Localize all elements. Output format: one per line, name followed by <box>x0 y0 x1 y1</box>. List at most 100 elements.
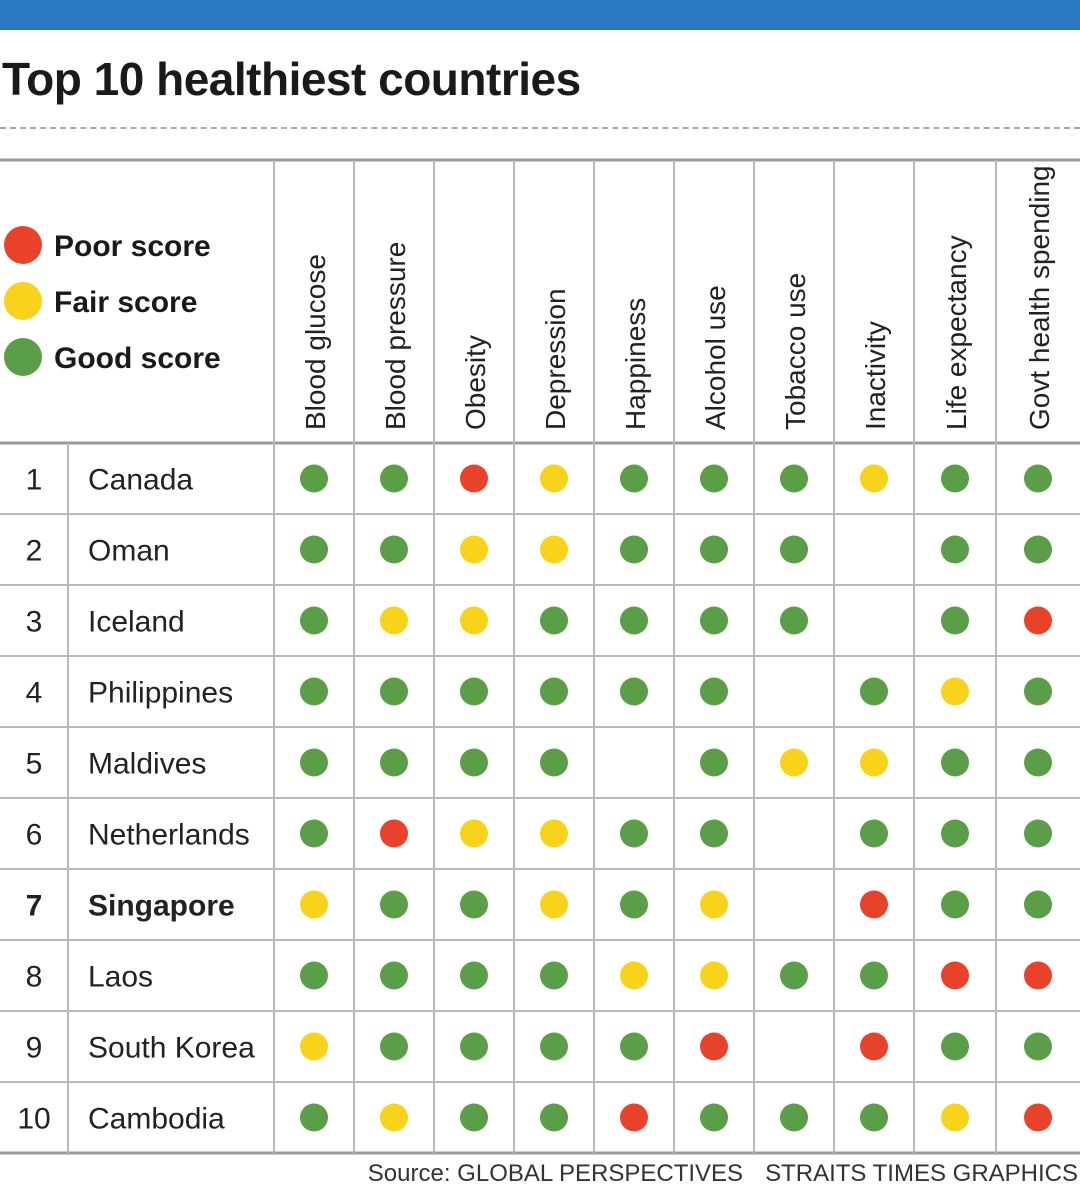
score-dot-fair <box>860 748 888 777</box>
score-dot-fair <box>780 748 808 777</box>
score-dot-good <box>860 819 888 848</box>
score-dot-good <box>1024 1032 1052 1061</box>
legend-dot-poor <box>4 226 42 264</box>
score-dot-good <box>700 535 728 564</box>
country-label: Maldives <box>88 748 206 781</box>
score-dot-good <box>540 748 568 777</box>
score-dot-good <box>380 748 408 777</box>
score-dot-good <box>460 890 488 919</box>
chart-title: Top 10 healthiest countries <box>2 53 581 105</box>
title-divider <box>0 127 1080 129</box>
score-dot-good <box>300 535 328 564</box>
score-dot-good <box>860 1103 888 1132</box>
column-header: Tobacco use <box>780 273 811 430</box>
score-dot-good <box>700 464 728 493</box>
score-dot-good <box>620 1032 648 1061</box>
column-header: Blood glucose <box>300 254 331 430</box>
score-dot-good <box>1024 748 1052 777</box>
score-dot-good <box>540 1103 568 1132</box>
score-dot-good <box>380 677 408 706</box>
score-dot-good <box>700 606 728 635</box>
score-dot-good <box>460 1103 488 1132</box>
score-dot-good <box>941 890 969 919</box>
score-dot-fair <box>700 890 728 919</box>
score-dot-good <box>540 961 568 990</box>
legend-label-good: Good score <box>54 342 221 375</box>
score-dot-good <box>300 677 328 706</box>
score-dot-good <box>620 819 648 848</box>
score-dot-good <box>380 464 408 493</box>
score-dot-good <box>620 606 648 635</box>
rank-label: 5 <box>26 748 43 781</box>
score-dot-good <box>380 890 408 919</box>
score-dot-good <box>540 677 568 706</box>
score-dot-good <box>540 1032 568 1061</box>
score-dot-good <box>1024 464 1052 493</box>
country-label: Netherlands <box>88 819 250 852</box>
score-dot-good <box>941 464 969 493</box>
score-dot-poor <box>941 961 969 990</box>
score-dot-good <box>1024 677 1052 706</box>
rank-label: 6 <box>26 819 43 852</box>
column-header: Alcohol use <box>700 285 731 430</box>
score-dot-good <box>780 464 808 493</box>
score-dot-good <box>460 1032 488 1061</box>
score-dot-good <box>380 1032 408 1061</box>
score-dot-good <box>1024 890 1052 919</box>
score-dot-good <box>300 606 328 635</box>
country-label: Philippines <box>88 677 233 710</box>
rank-label: 8 <box>26 961 43 994</box>
rank-label: 4 <box>26 677 43 710</box>
score-dot-good <box>460 961 488 990</box>
score-dot-poor <box>1024 606 1052 635</box>
score-dot-fair <box>540 819 568 848</box>
score-dot-fair <box>300 1032 328 1061</box>
score-dot-fair <box>941 677 969 706</box>
score-dot-fair <box>460 819 488 848</box>
score-dot-poor <box>1024 961 1052 990</box>
source-line: Source: GLOBAL PERSPECTIVES STRAITS TIMES… <box>368 1160 1078 1188</box>
score-dot-good <box>780 606 808 635</box>
score-dot-good <box>700 819 728 848</box>
score-dot-good <box>380 535 408 564</box>
score-dot-good <box>1024 535 1052 564</box>
source-text: Source: GLOBAL PERSPECTIVES <box>367 1160 744 1187</box>
score-dot-good <box>620 464 648 493</box>
rank-label: 7 <box>26 890 43 923</box>
score-dot-good <box>540 606 568 635</box>
score-dot-poor <box>380 819 408 848</box>
score-dot-good <box>1024 819 1052 848</box>
score-dot-fair <box>460 606 488 635</box>
country-label: South Korea <box>88 1032 255 1065</box>
rank-label: 10 <box>17 1103 50 1136</box>
legend-label-poor: Poor score <box>54 230 211 263</box>
country-label: Laos <box>88 961 153 994</box>
score-dot-poor <box>700 1032 728 1061</box>
score-dot-good <box>380 961 408 990</box>
score-dot-good <box>941 606 969 635</box>
score-dot-fair <box>860 464 888 493</box>
column-header: Depression <box>540 288 571 430</box>
rank-label: 2 <box>26 535 43 568</box>
score-dot-good <box>700 748 728 777</box>
rank-label: 3 <box>26 606 43 639</box>
score-dot-fair <box>380 606 408 635</box>
score-dot-good <box>860 961 888 990</box>
legend-dot-good <box>4 338 42 376</box>
column-header: Blood pressure <box>380 242 411 430</box>
score-dot-good <box>941 819 969 848</box>
top-color-bar <box>0 0 1080 30</box>
score-dot-good <box>300 748 328 777</box>
score-dot-poor <box>460 464 488 493</box>
score-dot-good <box>780 961 808 990</box>
score-dot-fair <box>460 535 488 564</box>
score-dot-good <box>300 1103 328 1132</box>
score-dot-good <box>941 1032 969 1061</box>
score-dot-good <box>300 961 328 990</box>
score-dot-fair <box>540 464 568 493</box>
score-dot-poor <box>860 890 888 919</box>
country-label: Cambodia <box>88 1103 225 1136</box>
legend-label-fair: Fair score <box>54 286 197 319</box>
score-dot-fair <box>700 961 728 990</box>
